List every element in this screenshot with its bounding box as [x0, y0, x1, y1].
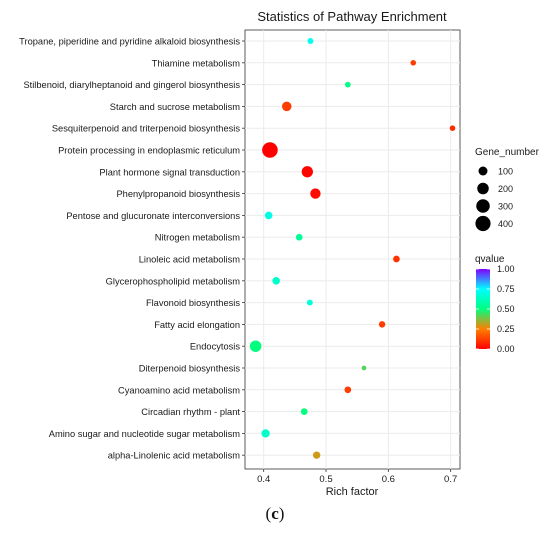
colorbar-label: 0.25 [497, 324, 515, 334]
x-tick-label: 0.4 [257, 474, 270, 485]
data-point [300, 408, 308, 415]
y-tick-label: Amino sugar and nucleotide sugar metabol… [49, 429, 240, 439]
x-axis-title: Rich factor [326, 486, 379, 498]
panel-label-open: ( [265, 504, 272, 523]
data-point [307, 38, 314, 44]
data-point [272, 277, 280, 285]
size-legend-title: Gene_number [475, 147, 540, 158]
data-point [393, 255, 400, 263]
y-tick-label: Nitrogen metabolism [155, 233, 241, 243]
y-tick-label: Glycerophospholipid metabolism [106, 276, 241, 286]
y-tick-label: Plant hormone signal transduction [99, 167, 240, 177]
size-legend-label: 100 [498, 167, 513, 177]
y-tick-label: Protein processing in endoplasmic reticu… [58, 146, 240, 156]
y-tick-label: Cyanoamino acid metabolism [118, 385, 240, 395]
colorbar-label: 0.50 [497, 304, 515, 314]
y-tick-label: Starch and sucrose metabolism [110, 102, 240, 112]
colorbar-label: 1.00 [497, 264, 515, 274]
size-legend-dot [476, 199, 490, 213]
data-point [262, 142, 278, 158]
color-legend: qvalue 1.00 0.75 0.50 0.25 0.00 [475, 254, 515, 354]
size-legend-dot [477, 182, 489, 195]
y-tick-label: alpha-Linolenic acid metabolism [108, 451, 241, 461]
data-point [295, 233, 303, 241]
y-tick-label: Endocytosis [190, 342, 240, 352]
y-tick-label: Tropane, piperidine and pyridine alkaloi… [19, 37, 240, 47]
y-tick-label: Stilbenoid, diarylheptanoid and gingerol… [23, 80, 240, 90]
data-point [249, 340, 262, 352]
data-point [310, 188, 321, 199]
data-point [361, 365, 367, 371]
y-tick-label: Circadian rhythm - plant [141, 407, 240, 417]
y-tick-label: Fatty acid elongation [154, 320, 240, 330]
x-tick-label: 0.7 [444, 474, 457, 485]
panel-label-close: ) [278, 504, 285, 523]
plot-panel [244, 29, 461, 470]
panel-label: (c) [0, 504, 550, 524]
data-point [449, 125, 456, 131]
x-tick-label: 0.6 [382, 474, 395, 485]
y-axis-labels: Tropane, piperidine and pyridine alkaloi… [19, 37, 245, 461]
data-point [264, 211, 273, 220]
colorbar-label: 0.75 [497, 284, 515, 294]
data-points [249, 38, 456, 459]
qvalue-colorbar [476, 269, 490, 349]
data-point [344, 386, 352, 394]
data-point [261, 429, 270, 438]
y-tick-label: Diterpenoid biosynthesis [139, 364, 241, 374]
size-legend-dot [478, 166, 488, 176]
size-legend-label: 200 [498, 184, 513, 194]
data-point [344, 81, 351, 88]
colorbar-label: 0.00 [497, 344, 515, 354]
size-legend-label: 300 [498, 202, 513, 212]
y-tick-label: Flavonoid biosynthesis [146, 298, 240, 308]
y-tick-label: Linoleic acid metabolism [139, 255, 241, 265]
y-tick-label: Thiamine metabolism [152, 58, 241, 68]
data-point [301, 166, 313, 178]
panel-label-letter: c [271, 504, 279, 523]
x-tick-label: 0.5 [319, 474, 332, 485]
y-tick-label: Sesquiterpenoid and triterpenoid biosynt… [52, 124, 240, 134]
y-tick-label: Pentose and glucuronate interconversions [66, 211, 240, 221]
gridlines [245, 30, 460, 469]
size-legend-dot [475, 215, 491, 232]
data-point [410, 60, 417, 66]
y-tick-label: Phenylpropanoid biosynthesis [116, 189, 240, 199]
data-point [312, 451, 321, 459]
chart-title: Statistics of Pathway Enrichment [257, 9, 447, 24]
color-legend-title: qvalue [475, 254, 505, 265]
size-legend-label: 400 [498, 219, 513, 229]
data-point [378, 321, 386, 328]
data-point [306, 299, 313, 306]
x-axis-ticks: 0.4 0.5 0.6 0.7 [257, 469, 457, 485]
size-legend: Gene_number 100 200 300 400 [475, 147, 540, 232]
data-point [281, 101, 292, 112]
